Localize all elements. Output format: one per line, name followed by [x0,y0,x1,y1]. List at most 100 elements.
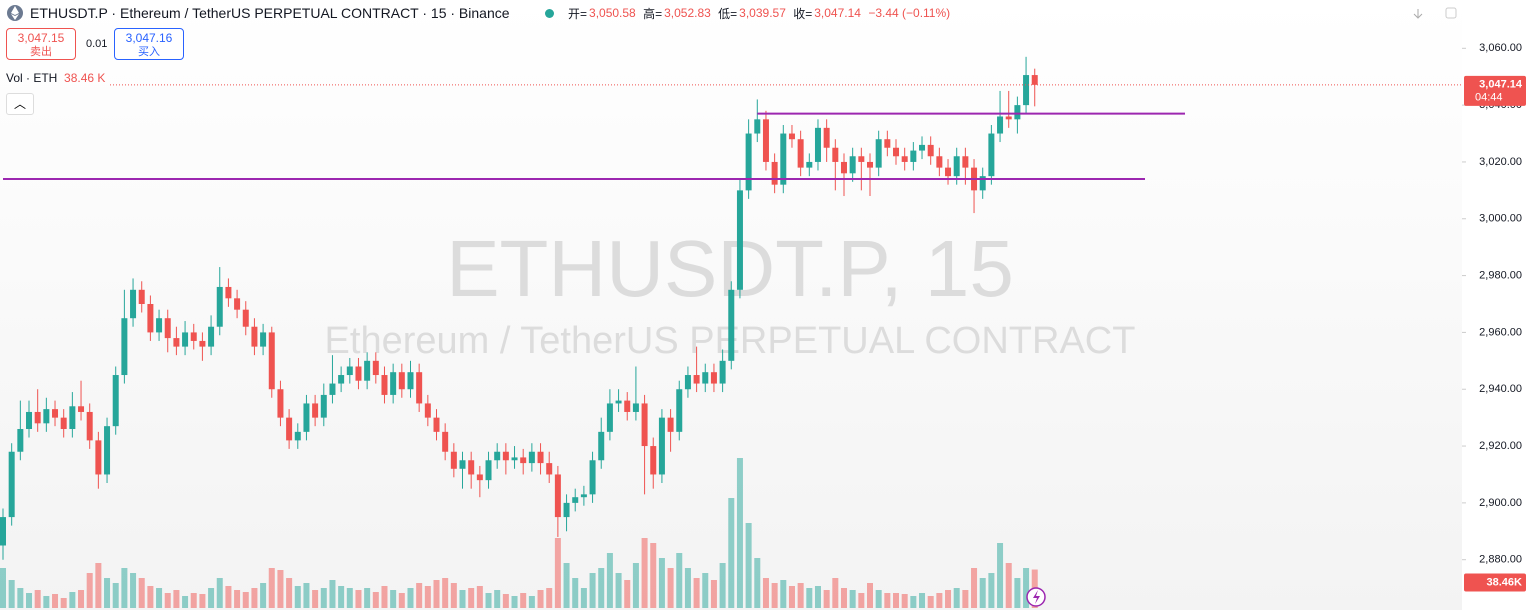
volume-legend: Vol · ETH 38.46 K [6,71,105,85]
sell-button[interactable]: 3,047.15 卖出 [6,28,76,60]
candle-body [398,372,405,390]
volume-bar [780,580,787,608]
candle-body [1023,75,1030,106]
candle-body [788,133,795,140]
candle-body [893,147,900,157]
volume-bar [52,594,59,608]
volume-bar [858,593,865,608]
volume-bar [43,596,50,608]
volume-bar [390,590,397,608]
volume-bar [234,590,241,608]
candle-body [34,411,41,424]
volume-bar [60,598,67,608]
candle-body [528,451,535,464]
last-price-box [1464,75,1526,106]
volume-bar [520,593,527,608]
volume-bar [667,568,674,608]
volume-bar [945,590,952,608]
candle-body [8,451,15,518]
candle-body [450,451,457,469]
volume-bar [216,578,223,608]
candle-body [147,304,154,333]
candle-body [884,139,891,148]
bolt [1033,590,1040,604]
candle-body [910,150,917,162]
candle-body [832,147,839,162]
candle-body [190,332,197,341]
candle-body [338,375,345,384]
close: 3,047.14 [814,6,861,20]
candle-body [936,156,943,168]
volume-bar [130,573,137,608]
volume-bar [147,586,154,608]
sell-price: 3,047.15 [17,31,65,45]
volume-bar [684,568,691,608]
volume-bar [242,592,249,608]
candle-body [953,156,960,177]
candle-body [858,156,865,162]
candle-body [268,332,275,390]
candle-body [208,326,215,347]
collapse-button[interactable]: ︿ [6,93,34,115]
volume-bar [736,458,743,608]
volume-bar [927,596,934,608]
candle-body [199,340,206,347]
volume-bar [398,593,405,608]
y-tick-label: 3,000.00 [1479,213,1522,225]
volume-bar [728,498,735,608]
candle-body [806,161,813,168]
candle-body [919,144,926,151]
candle-body [476,474,483,481]
candle-body [502,451,509,461]
candle-body [17,429,24,452]
volume-bar [182,596,189,608]
candle-body [381,375,388,395]
download-icon[interactable] [1413,9,1423,19]
candle-body [459,460,466,469]
volume-bar [641,538,648,608]
volume-bar [485,593,492,608]
candle-body [286,417,293,441]
quantity[interactable]: 0.01 [86,38,108,50]
volume-bar [476,586,483,608]
volume-bar [867,583,873,608]
fullscreen-icon[interactable] [1445,7,1457,19]
y-tick-label: 2,960.00 [1479,326,1522,338]
symbol[interactable]: ETHUSDT.P · Ethereum / TetherUS PERPETUA… [30,5,510,21]
header: ETHUSDT.P · Ethereum / TetherUS PERPETUA… [0,0,510,26]
candle-body [234,298,241,310]
candle-body [225,286,232,299]
candle-body [650,446,657,475]
volume-bar [1005,563,1012,608]
candle-body [372,360,379,376]
y-tick-label: 2,980.00 [1479,269,1522,281]
candle-body [797,139,804,168]
volume-bar [69,592,76,608]
candle-body [43,409,50,424]
volume-bar [104,578,111,608]
volume-bar [971,568,978,608]
volume-bar [598,568,605,608]
volume-bar [884,593,891,608]
volume-bar [650,543,657,608]
candle-body [1014,105,1021,120]
candle-body [164,318,171,339]
volume-label: Vol · ETH [6,71,58,85]
volume-bar [606,553,613,608]
candle-body [494,451,501,461]
volume-bar [1014,578,1021,608]
volume-bar [762,578,769,608]
candle-body [86,411,93,441]
candle-body [849,156,856,174]
candle-body [390,372,397,395]
volume-bar [528,596,535,608]
volume-bar [658,558,665,608]
candle-body [728,289,735,361]
volume-bar [537,590,544,608]
high-label: 高= [643,6,663,21]
volume-bar [589,573,596,608]
volume-bar [919,593,926,608]
buy-button[interactable]: 3,047.16 买入 [114,28,184,60]
candle-body [78,406,85,412]
